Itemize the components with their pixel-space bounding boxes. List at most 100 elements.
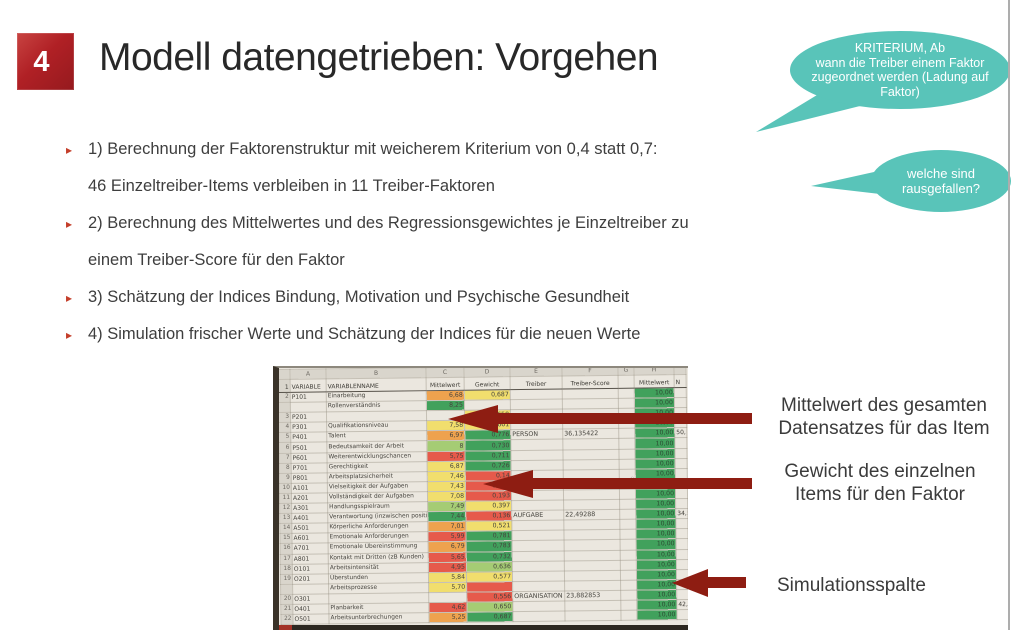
slide-right-edge [1008,0,1010,630]
cell-mittelwert: 6,68 [426,390,465,401]
cell-partial [676,549,688,560]
row-number: 22 [280,614,294,625]
cell-empty [619,529,637,540]
cell-simulation: 10,00 [635,518,676,530]
cell-treiber-score [563,489,620,501]
cell-mittelwert: 5,25 [428,612,468,623]
bullet-list: ▸ 1) Berechnung der Faktorenstruktur mit … [66,139,806,361]
cell-simulation: 10,00 [635,488,676,500]
cell-treiber-score [564,539,621,551]
cell-variable: P701 [291,462,328,474]
cell-gewicht: 0,577 [466,571,513,582]
cell-treiber-score [563,458,620,470]
cell-treiber-score [562,448,620,460]
cell-variable: A701 [292,543,329,554]
cell-treiber-score [564,580,621,591]
cell-empty [619,458,636,470]
text-line: wann die Treiber einem Faktor [815,55,985,70]
cell-treiber [512,540,565,552]
cell-treiber [510,449,564,461]
cell-gewicht: 0,650 [466,601,513,613]
cell-mittelwert: 5,99 [427,531,467,543]
row-number: 18 [280,563,293,575]
cell-variable: P101 [290,391,327,403]
text-line: Simulationsspalte [777,575,926,596]
cell-empty [618,448,636,459]
cell-simulation: 10,00 [635,498,676,510]
cell-treiber-score [564,549,621,561]
row-number: 14 [279,523,292,534]
cell-partial: 50, [674,427,687,439]
bullet-line: ▸46 Einzeltreiber-Items verbleiben in 11… [66,176,806,213]
cell-gewicht: 0,732 [466,551,513,562]
header-treiber: Treiber [510,376,563,390]
cell-treiber [512,550,565,562]
cell-mittelwert: 7,43 [427,481,466,492]
cell-empty [620,610,638,621]
cell-variablenname: Arbeitsunterbrechungen [328,612,430,625]
text-line: rausgefallen? [901,181,981,196]
cell-gewicht: 0,136 [465,510,512,522]
cell-simulation: 10,00 [636,569,677,580]
text-line: Datensatzes für das Item [778,417,990,439]
cell-mittelwert: 8 [426,440,465,452]
column-letter [673,368,687,375]
cell-variablenname: Verantwortung (inzwischen positiv!) [327,511,428,524]
callout-rausgefallen: welche sind rausgefallen? [871,150,1011,212]
cell-mittelwert: 7,08 [427,491,466,502]
cell-treiber-score: 36,135422 [562,428,619,440]
cell-empty [619,509,636,520]
cell-gewicht: 0,556 [466,591,513,603]
cell-simulation: 10,00 [634,397,675,409]
cell-treiber: ORGANISATION [512,590,565,602]
cell-variable: A601 [291,533,329,544]
cell-mittelwert: 5,84 [428,571,467,583]
cell-variable: A801 [292,553,329,564]
cell-partial [676,538,688,550]
row-number: 19 [280,574,293,585]
column-letter: C [425,368,465,378]
cell-treiber: PERSON [510,429,563,441]
cell-partial [675,518,688,529]
cell-treiber-score [564,610,622,622]
bullet-line: ▸ 3) Schätzung der Indices Bindung, Motiv… [66,287,806,324]
cell-gewicht: 0,687 [464,389,511,401]
cell-treiber-score: 23,882853 [564,590,621,601]
row-number: 15 [279,533,293,544]
text-line: KRITERIUM, Ab [854,41,946,55]
header-variablenname: VARIABLENNAME [326,377,427,392]
cell-empty [618,388,635,399]
cell-treiber-score: 22,49288 [563,509,620,521]
cell-empty [619,519,636,530]
header-treiber-score: Treiber-Score [562,375,619,390]
annotation-label-mittelwert: Mittelwert des gesamten Datensatzes für d… [760,395,1008,440]
cell-variable: O101 [292,563,329,575]
callout-kriterium: KRITERIUM, Ab wann die Treiber einem Fakt… [790,31,1010,109]
row-number: 20 [280,594,293,605]
cell-empty [620,590,637,601]
cell-empty [618,438,635,449]
row-number: 6 [279,442,291,454]
arrow-gewicht-head [483,470,533,498]
cell-gewicht: 0,783 [466,541,513,552]
cell-partial [676,559,688,570]
annotation-label-gewicht: Gewicht des einzelnen Items für den Fakto… [760,461,1000,506]
cell-mittelwert: 5,65 [428,551,467,563]
cell-mittelwert: 4,95 [428,561,467,573]
cell-variable: P201 [290,412,327,423]
row-number: 9 [279,473,292,484]
arrow-gewicht-shaft [531,478,752,489]
cell-simulation: 10,00 [636,559,677,570]
cell-gewicht: 0,397 [465,500,512,512]
cell-variable: P601 [290,452,328,464]
cell-partial [675,468,688,479]
row-number [280,584,293,595]
text-line: Faktor) [880,84,920,99]
arrow-mittelwert-head [448,405,498,433]
row-number: 4 [279,422,291,433]
cell-empty [620,539,637,550]
header-sim-mittelwert: Mittelwert [634,374,675,389]
row-number: 12 [279,503,292,514]
cell-variablenname: Vollständigkeit der Aufgaben [327,491,428,503]
